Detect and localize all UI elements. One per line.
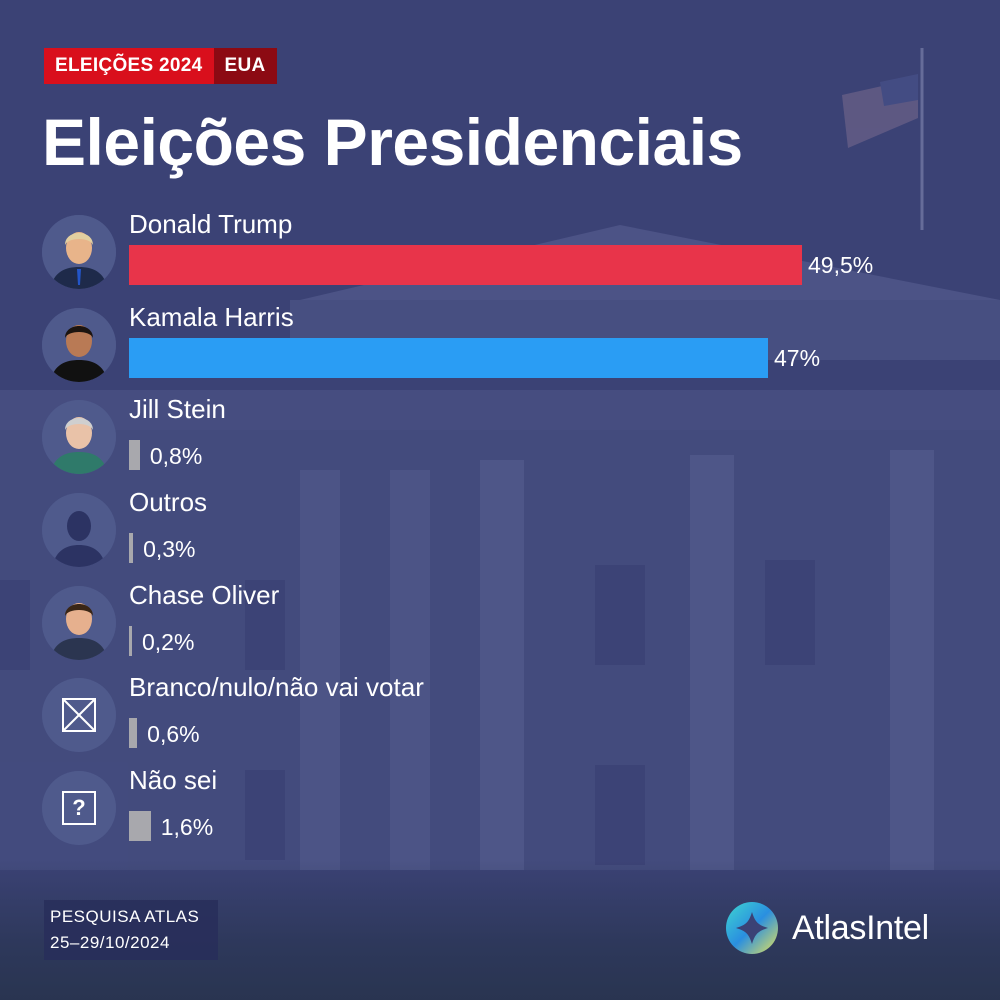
page-title: Eleições Presidenciais	[42, 105, 743, 179]
result-bar	[129, 440, 140, 470]
source-dates: 25–29/10/2024	[50, 933, 170, 952]
stein-portrait-icon	[42, 400, 116, 474]
result-percentage: 47%	[774, 345, 821, 371]
candidate-name: Donald Trump	[129, 209, 293, 239]
result-row: Donald Trump 49,5%	[0, 209, 1000, 307]
source-box: PESQUISA ATLAS 25–29/10/2024	[44, 900, 218, 960]
result-row: Jill Stein 0,8%	[0, 394, 1000, 492]
result-percentage: 49,5%	[808, 252, 874, 278]
question-box-icon: ?	[42, 771, 116, 845]
svg-text:?: ?	[72, 795, 85, 820]
candidate-name: Não sei	[129, 765, 218, 795]
candidate-name: Outros	[129, 487, 208, 517]
candidate-name: Branco/nulo/não vai votar	[129, 672, 424, 702]
result-bar	[129, 533, 134, 563]
result-row: ? Não sei 1,6%	[0, 765, 1000, 863]
result-row: Chase Oliver 0,2%	[0, 580, 1000, 678]
result-percentage: 0,6%	[147, 721, 200, 747]
result-percentage: 0,3%	[143, 536, 196, 562]
result-bar	[129, 245, 802, 285]
result-percentage: 0,8%	[149, 443, 203, 469]
result-bar	[129, 811, 151, 841]
candidate-name: Kamala Harris	[129, 302, 294, 332]
oliver-portrait-icon	[42, 586, 116, 660]
country-tag: EUA	[213, 48, 277, 84]
harris-portrait-icon	[42, 308, 116, 382]
source-name: PESQUISA ATLAS	[50, 907, 200, 926]
trump-portrait-icon	[42, 215, 116, 289]
atlasintel-logo-icon	[726, 902, 778, 954]
candidate-name: Chase Oliver	[129, 580, 280, 610]
result-percentage: 0,2%	[142, 629, 195, 655]
results-chart: Donald Trump 49,5% Kamala Harris 47% Jill St…	[0, 209, 1000, 863]
header-tags: ELEIÇÕES 2024 EUA	[44, 48, 277, 84]
result-bar	[129, 718, 138, 748]
result-percentage: 1,6%	[160, 814, 214, 840]
result-row: Kamala Harris 47%	[0, 302, 1000, 400]
person-silhouette-icon	[42, 493, 116, 567]
result-bar	[129, 626, 132, 656]
brand-name: AtlasIntel	[792, 908, 929, 947]
result-row: Outros 0,3%	[0, 487, 1000, 585]
brand-logo: AtlasIntel	[724, 900, 929, 956]
election-year-tag: ELEIÇÕES 2024	[44, 48, 214, 84]
candidate-name: Jill Stein	[129, 394, 226, 424]
result-bar	[129, 338, 768, 378]
x-box-icon	[42, 678, 116, 752]
result-row: Branco/nulo/não vai votar 0,6%	[0, 672, 1000, 770]
